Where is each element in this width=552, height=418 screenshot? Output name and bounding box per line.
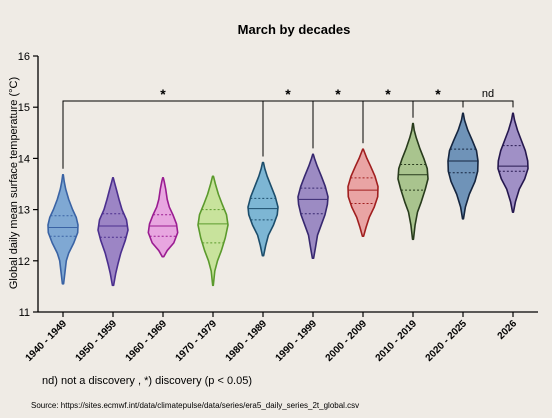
significance-legend: nd) not a discovery , *) discovery (p < … xyxy=(42,375,253,387)
violin-5 xyxy=(297,153,329,260)
y-tick-label-11: 11 xyxy=(19,307,30,319)
bracket-1 xyxy=(262,100,314,157)
x-tick-label-6: 2000 - 2009 xyxy=(324,318,370,364)
x-tick-label-7: 2010 - 2019 xyxy=(374,318,420,364)
violin-0 xyxy=(47,173,79,285)
violin-9 xyxy=(497,112,529,213)
y-tick-label-15: 15 xyxy=(18,102,30,114)
violin-4 xyxy=(247,161,279,257)
x-tick-label-3: 1970 - 1979 xyxy=(174,318,220,364)
x-tick-label-2: 1960 - 1969 xyxy=(124,318,170,364)
x-tick-label-1: 1950 - 1959 xyxy=(74,318,120,364)
bracket-label-2: * xyxy=(335,86,341,102)
chart-title: March by decades xyxy=(238,22,351,37)
violin-6 xyxy=(347,148,379,238)
x-tick-label-8: 2020 - 2025 xyxy=(424,318,470,364)
x-tick-label-4: 1980 - 1989 xyxy=(224,318,270,364)
source-note: Source: https://sites.ecmwf.int/data/cli… xyxy=(31,401,360,410)
x-tick-label-0: 1940 - 1949 xyxy=(24,318,70,364)
y-tick-label-13: 13 xyxy=(18,205,30,217)
violins-group xyxy=(47,112,529,287)
bracket-4 xyxy=(412,100,464,118)
violin-3 xyxy=(197,175,229,287)
significance-brackets: * * * * * nd xyxy=(62,86,514,169)
y-axis-label: Global daily mean surface temperature (°… xyxy=(8,77,20,289)
bracket-label-5: nd xyxy=(482,88,494,100)
bracket-label-3: * xyxy=(385,86,391,102)
bracket-label-4: * xyxy=(435,86,441,102)
violin-2 xyxy=(147,177,179,258)
bracket-0 xyxy=(62,100,264,169)
bracket-2 xyxy=(312,100,364,149)
bracket-3 xyxy=(362,100,414,144)
x-tick-label-9: 2026 xyxy=(496,318,520,342)
bracket-label-1: * xyxy=(285,86,291,102)
x-tick-label-5: 1990 - 1999 xyxy=(274,318,320,364)
y-tick-label-16: 16 xyxy=(18,51,30,63)
y-tick-label-12: 12 xyxy=(18,256,30,268)
y-tick-label-14: 14 xyxy=(18,153,30,165)
bracket-label-0: * xyxy=(160,86,166,102)
violin-7 xyxy=(397,122,429,241)
violin-8 xyxy=(447,112,479,220)
violin-1 xyxy=(97,177,129,287)
bracket-5 xyxy=(462,100,514,108)
